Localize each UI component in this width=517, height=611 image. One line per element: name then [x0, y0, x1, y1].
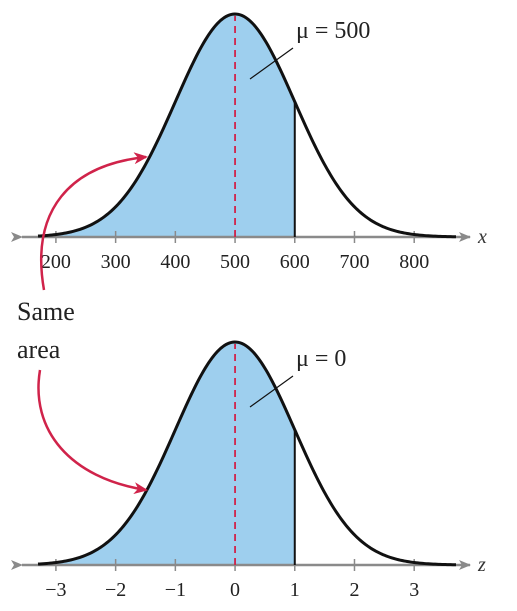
bottom-tick-label: 3	[409, 579, 419, 601]
top-mean-pointer	[249, 47, 294, 80]
top-tick-label: 600	[280, 251, 310, 273]
top-variable-label: x	[477, 226, 487, 248]
bottom-mean-pointer	[249, 375, 294, 408]
top-chart: 200 300 400 500 600 700 800 μ = 500 x	[11, 12, 487, 273]
bottom-chart: −3 −2 −1 0 1 2 3 μ = 0 z	[11, 340, 486, 601]
top-curve	[37, 12, 457, 239]
bottom-tick-label: −1	[165, 579, 186, 601]
bottom-ticks: −3 −2 −1 0 1 2 3	[45, 559, 419, 601]
top-ticks: 200 300 400 500 600 700 800	[41, 231, 429, 273]
same-area-annotation: Same area	[17, 152, 148, 495]
bottom-tick-label: 0	[230, 579, 240, 601]
bottom-tick-label: 1	[290, 579, 300, 601]
bottom-mean-label: μ = 0	[296, 346, 346, 372]
top-tick-label: 500	[220, 251, 250, 273]
top-tick-label: 400	[160, 251, 190, 273]
top-tick-label: 800	[399, 251, 429, 273]
bottom-tick-label: −3	[45, 579, 66, 601]
bottom-tick-label: 2	[349, 579, 359, 601]
top-mean-label: μ = 500	[296, 18, 370, 44]
bottom-variable-label: z	[477, 554, 486, 576]
same-area-label-line2: area	[17, 335, 61, 364]
top-tick-label: 700	[339, 251, 369, 273]
lower-red-arrow	[37, 369, 148, 495]
top-tick-label: 300	[101, 251, 131, 273]
same-area-label-line1: Same	[17, 297, 75, 326]
upper-red-arrow	[39, 152, 148, 291]
top-tick-label: 200	[41, 251, 71, 273]
bottom-curve	[37, 340, 457, 567]
bottom-tick-label: −2	[105, 579, 126, 601]
